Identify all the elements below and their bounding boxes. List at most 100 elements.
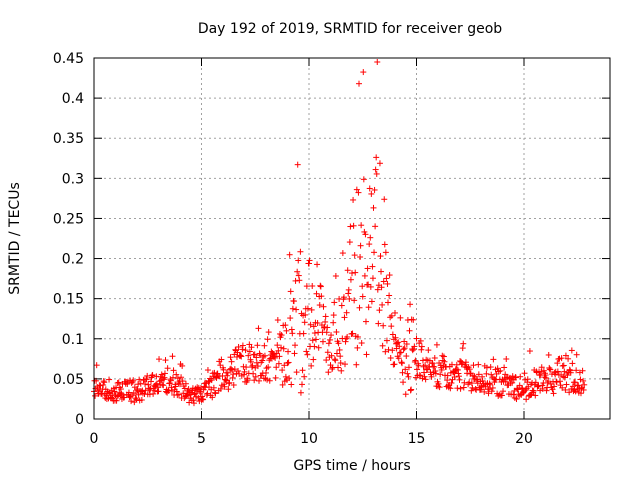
- data-point: [459, 345, 466, 352]
- data-point: [497, 367, 504, 374]
- data-point: [263, 369, 269, 376]
- data-point: [342, 338, 349, 345]
- data-point: [479, 373, 486, 380]
- data-point: [365, 304, 372, 311]
- data-point: [402, 391, 409, 398]
- data-point: [344, 267, 351, 274]
- data-point: [322, 318, 329, 325]
- data-point: [568, 347, 575, 354]
- data-point: [167, 377, 174, 384]
- data-point: [254, 342, 261, 349]
- data-point: [501, 364, 508, 371]
- data-point: [330, 319, 337, 326]
- data-point: [540, 367, 547, 374]
- data-point: [212, 390, 219, 397]
- data-point: [455, 370, 462, 377]
- data-point: [237, 352, 244, 359]
- data-point: [377, 253, 384, 260]
- data-point: [367, 283, 374, 290]
- data-point: [323, 329, 330, 336]
- data-point: [396, 349, 403, 356]
- data-point: [324, 349, 331, 356]
- data-point: [530, 387, 537, 394]
- data-point: [429, 360, 436, 367]
- data-point: [199, 396, 206, 403]
- data-point: [320, 303, 327, 310]
- data-point: [366, 241, 373, 248]
- data-point: [498, 392, 505, 399]
- data-point: [285, 348, 292, 355]
- data-point: [149, 372, 156, 379]
- data-point: [330, 312, 337, 319]
- data-point: [299, 381, 306, 388]
- data-point: [351, 252, 358, 259]
- data-point: [244, 377, 251, 384]
- data-point: [239, 346, 246, 353]
- data-point: [357, 253, 364, 260]
- data-point: [247, 358, 254, 365]
- data-point: [523, 396, 530, 403]
- data-point: [385, 299, 392, 306]
- data-point: [338, 302, 345, 309]
- data-point: [317, 282, 324, 289]
- data-point: [225, 380, 232, 387]
- data-point: [328, 332, 335, 339]
- data-point: [475, 361, 482, 368]
- data-point: [444, 377, 451, 384]
- data-point: [134, 385, 140, 392]
- data-point: [518, 385, 525, 392]
- data-point: [100, 381, 107, 388]
- data-point: [577, 390, 584, 397]
- data-point: [306, 260, 312, 267]
- data-point: [245, 352, 252, 359]
- data-point: [261, 342, 268, 349]
- data-point: [372, 166, 379, 173]
- data-point: [413, 335, 420, 342]
- data-point: [217, 385, 224, 392]
- data-point: [475, 371, 482, 378]
- data-point: [371, 186, 378, 193]
- data-point: [361, 272, 368, 279]
- data-point: [398, 360, 405, 367]
- data-point: [130, 377, 137, 384]
- data-point: [275, 360, 282, 367]
- data-point: [440, 353, 447, 360]
- y-tick-label: 0: [75, 412, 84, 428]
- data-point: [97, 382, 104, 389]
- data-point: [462, 361, 469, 368]
- data-point: [411, 358, 418, 365]
- data-point: [435, 380, 442, 387]
- data-point: [580, 377, 587, 384]
- data-point: [577, 376, 584, 383]
- data-point: [135, 381, 142, 388]
- data-point: [274, 342, 281, 349]
- data-point: [346, 239, 353, 246]
- data-point: [474, 376, 481, 383]
- data-point: [278, 332, 285, 339]
- data-point: [190, 397, 197, 404]
- data-point: [299, 367, 306, 374]
- data-point: [264, 336, 271, 343]
- data-point: [249, 364, 256, 371]
- data-point: [444, 372, 451, 379]
- y-tick-label: 0.1: [62, 332, 84, 348]
- data-point: [221, 381, 228, 388]
- data-point: [273, 364, 280, 371]
- data-point: [318, 293, 325, 300]
- data-point: [566, 389, 573, 396]
- data-point: [294, 268, 301, 275]
- data-point: [230, 381, 237, 388]
- data-point: [238, 353, 245, 360]
- data-point: [297, 248, 304, 255]
- data-point: [172, 383, 179, 390]
- data-point: [551, 383, 558, 390]
- data-point: [282, 322, 289, 329]
- data-point: [322, 313, 329, 320]
- data-point: [132, 395, 139, 402]
- data-point: [460, 384, 467, 391]
- data-point: [486, 380, 493, 387]
- data-point: [160, 382, 167, 389]
- data-point: [333, 350, 340, 357]
- data-point: [373, 154, 380, 161]
